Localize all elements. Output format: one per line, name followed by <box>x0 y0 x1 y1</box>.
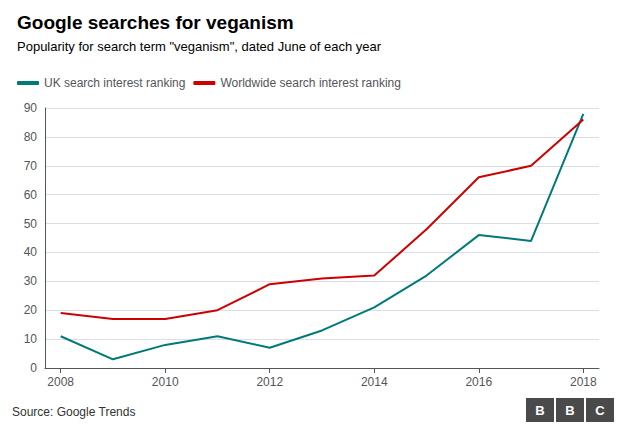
svg-text:50: 50 <box>24 217 38 231</box>
svg-text:60: 60 <box>24 188 38 202</box>
svg-text:2012: 2012 <box>256 375 283 389</box>
svg-text:B: B <box>565 403 574 418</box>
svg-text:Source: Google Trends: Source: Google Trends <box>12 405 135 419</box>
svg-text:10: 10 <box>24 332 38 346</box>
svg-text:80: 80 <box>24 130 38 144</box>
svg-text:B: B <box>535 403 544 418</box>
svg-text:2008: 2008 <box>47 375 74 389</box>
svg-text:90: 90 <box>24 101 38 115</box>
svg-text:2016: 2016 <box>465 375 492 389</box>
svg-text:2018: 2018 <box>570 375 597 389</box>
svg-text:40: 40 <box>24 245 38 259</box>
svg-text:30: 30 <box>24 274 38 288</box>
svg-text:2010: 2010 <box>152 375 179 389</box>
svg-text:70: 70 <box>24 159 38 173</box>
svg-text:2014: 2014 <box>361 375 388 389</box>
svg-text:20: 20 <box>24 303 38 317</box>
svg-text:UK search interest ranking: UK search interest ranking <box>44 76 185 90</box>
svg-text:Google searches for veganism: Google searches for veganism <box>17 12 294 33</box>
svg-text:0: 0 <box>30 361 37 375</box>
svg-text:Popularity for search term "ve: Popularity for search term "veganism", d… <box>17 39 382 54</box>
svg-text:C: C <box>595 403 605 418</box>
svg-text:Worldwide search interest rank: Worldwide search interest ranking <box>220 76 401 90</box>
